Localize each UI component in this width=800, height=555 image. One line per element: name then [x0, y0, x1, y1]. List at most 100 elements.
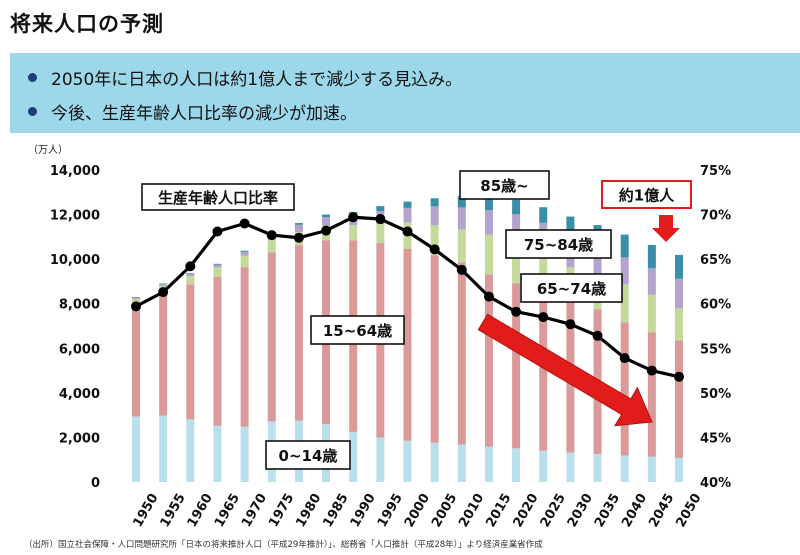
bar-segment	[566, 452, 575, 482]
bar-segment	[322, 217, 331, 226]
y-tick-label-right: 65%	[700, 253, 731, 268]
y-tick-label-right: 60%	[700, 298, 731, 313]
bar-segment	[322, 214, 331, 218]
bar-segment	[457, 262, 466, 445]
bar-segment	[512, 244, 521, 284]
x-tick-label: 1980	[293, 491, 324, 530]
y-tick-label-left: 14,000	[50, 164, 100, 179]
bar-segment	[484, 234, 493, 275]
page-title: 将来人口の予測	[10, 12, 164, 36]
bar-segment	[430, 442, 439, 482]
bar-segment	[267, 240, 276, 253]
ratio-point	[239, 218, 250, 229]
bar-segment	[213, 425, 222, 482]
bar-segment	[240, 251, 249, 256]
bar-segment	[376, 437, 385, 482]
ratio-line-group	[131, 212, 684, 382]
ratio-point	[483, 291, 494, 302]
bar-segment	[620, 322, 629, 456]
bar-segment	[457, 196, 466, 208]
x-tick-label: 2025	[538, 491, 569, 530]
y-tick-label-right: 50%	[700, 387, 731, 402]
bar-segment	[213, 263, 222, 265]
annotation-label: 生産年齢人口比率	[141, 183, 295, 211]
ratio-point	[293, 232, 304, 243]
ratio-point	[185, 261, 196, 272]
bar-segment	[484, 446, 493, 482]
ratio-point	[511, 306, 522, 317]
bar-segment	[186, 273, 195, 274]
summary-bullet-text: 今後、生産年齢人口比率の減少が加速。	[51, 104, 357, 124]
bar-segment	[566, 216, 575, 236]
ratio-point	[321, 225, 332, 236]
bar-segment	[240, 250, 249, 252]
x-tick-label: 1965	[212, 491, 243, 530]
ratio-point	[375, 214, 386, 225]
x-tick-label: 1955	[158, 491, 189, 530]
x-tick-label: 2050	[673, 491, 704, 530]
bar-segment	[620, 455, 629, 482]
summary-bullet: 今後、生産年齢人口比率の減少が加速。	[28, 99, 357, 124]
bar-segment	[647, 332, 656, 457]
bar-segment	[132, 305, 140, 417]
x-tick-label: 2000	[402, 491, 433, 530]
bar-segment	[593, 247, 602, 277]
bar-segment	[484, 196, 493, 211]
annotation-box	[505, 229, 612, 259]
bar-segment	[159, 284, 168, 286]
y-tick-label-right: 70%	[700, 209, 731, 224]
bar-segment	[213, 267, 222, 277]
x-tick-label: 2015	[483, 491, 514, 530]
annotation-box	[520, 273, 623, 303]
trend-arrow-icon	[477, 313, 653, 427]
y-tick-label-right: 40%	[700, 476, 731, 491]
x-tick-label: 2020	[511, 491, 542, 530]
y-tick-label-right: 45%	[700, 431, 731, 446]
bar-segment	[186, 419, 195, 482]
annotation-text: 85歳~	[480, 177, 528, 195]
bullet-dot-icon	[28, 73, 37, 82]
annotation-text: 65~74歳	[537, 280, 606, 298]
x-tick-label: 2010	[456, 491, 487, 530]
bar-segment	[593, 454, 602, 482]
x-tick-label: 2040	[619, 491, 650, 530]
annotation-label: 15~64歳	[310, 315, 405, 345]
bar-segment	[403, 248, 412, 441]
ratio-point	[429, 244, 440, 255]
bar-segment	[647, 244, 656, 269]
bar-segment	[349, 431, 358, 482]
bar-segment	[159, 415, 168, 482]
bar-segment	[620, 234, 629, 258]
bar-segment	[240, 267, 249, 427]
bar-segment	[267, 252, 276, 422]
bar-segment	[675, 308, 683, 341]
source-footnote: （出所）国立社会保障・人口問題研究所「日本の将来推計人口（平成29年推計）」、総…	[24, 540, 543, 550]
x-tick-label: 1970	[239, 491, 270, 530]
annotation-box	[601, 180, 692, 209]
ratio-point	[674, 371, 684, 382]
bar-segment	[457, 444, 466, 482]
bar-segment	[647, 456, 656, 482]
y-tick-label-left: 8,000	[59, 298, 100, 313]
x-tick-label: 2005	[429, 491, 460, 530]
annotation-text: 75~84歳	[524, 236, 593, 254]
bar-segment	[403, 207, 412, 223]
bar-segment	[186, 273, 195, 277]
bar-segment	[213, 276, 222, 426]
annotation-label: 65~74歳	[520, 273, 623, 303]
x-tick-label: 2030	[565, 491, 596, 530]
ratio-point	[402, 226, 413, 237]
bar-segment	[403, 440, 412, 482]
ratio-point	[158, 287, 169, 298]
x-tick-label: 2035	[592, 491, 623, 530]
bar-segment	[186, 284, 195, 420]
bar-segment	[675, 457, 683, 482]
bar-segment	[484, 210, 493, 235]
bar-segment	[675, 254, 683, 279]
ratio-point	[131, 301, 141, 312]
bar-segment	[430, 255, 439, 443]
ratio-point	[348, 212, 359, 223]
bar-segment	[132, 416, 140, 482]
annotation-box	[141, 183, 295, 211]
annotation-label: 85歳~	[459, 170, 550, 200]
